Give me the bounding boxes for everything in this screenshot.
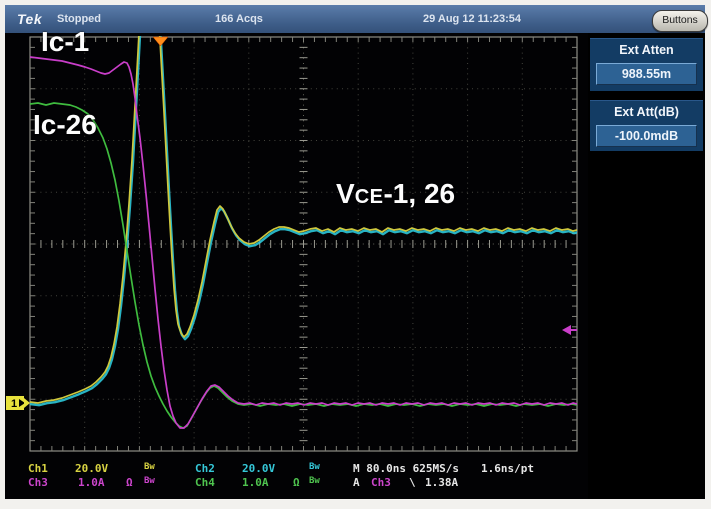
ch3-label: Ch3 [28, 476, 48, 489]
ext-att-db-menu-item[interactable]: Ext Att(dB) -100.0mdB [590, 100, 703, 151]
ch1-label: Ch1 [28, 462, 48, 475]
svg-text:1: 1 [11, 398, 17, 410]
trigger-slope-icon: \ [409, 476, 416, 489]
readout-bar: Ch1 20.0V Bw Ch2 20.0V Bw M 80.0ns 625MS… [5, 457, 588, 499]
waveform-display: 1 Ic-1 Ic-26 VCE-1, 26 Ch1 20.0V Bw Ch2 … [5, 26, 588, 499]
ch2-bw-badge: Bw [309, 462, 320, 472]
trigger-position-marker[interactable] [152, 36, 169, 47]
oscilloscope-screen: Tek Stopped 166 Acqs 29 Aug 12 11:23:54 … [5, 5, 708, 499]
ch2-scale: 20.0V [242, 462, 276, 475]
ch4-bw-badge: Bw [309, 476, 320, 486]
ch2-label: Ch2 [195, 462, 215, 475]
label-ic1: Ic-1 [41, 26, 90, 57]
ext-atten-menu-item[interactable]: Ext Atten 988.55m [590, 38, 703, 91]
ext-atten-label: Ext Atten [619, 43, 674, 57]
acquisition-count: 166 Acqs [215, 13, 263, 25]
datetime: 29 Aug 12 11:23:54 [423, 13, 522, 25]
buttons-button[interactable]: Buttons [652, 10, 708, 32]
title-bar: Tek Stopped 166 Acqs 29 Aug 12 11:23:54 [5, 5, 705, 33]
ch1-scale: 20.0V [75, 462, 109, 475]
graticule-grid [29, 36, 578, 452]
trigger-level-marker[interactable] [562, 325, 577, 335]
label-ic26: Ic-26 [33, 109, 97, 140]
ch3-scale: 1.0A [78, 476, 105, 489]
sample-resolution: 1.6ns/pt [481, 462, 534, 475]
timebase-readout: M 80.0ns 625MS/s [353, 462, 459, 475]
ch4-impedance-icon: Ω [293, 476, 300, 489]
side-menu-panel: Ext Atten 988.55m Ext Att(dB) -100.0mdB [588, 33, 705, 499]
ch3-impedance-icon: Ω [126, 476, 133, 489]
graticule-svg: 1 [6, 36, 578, 452]
trace-vce26-ch2 [30, 36, 577, 407]
trace-vce1-ch1 [30, 36, 577, 404]
ch4-label: Ch4 [195, 476, 215, 489]
trace-ic26-ch4 [30, 102, 577, 429]
ch3-bw-badge: Bw [144, 476, 155, 486]
acquisition-status: Stopped [57, 13, 101, 25]
trigger-level: 1.38A [425, 476, 459, 489]
label-vce-v: V [336, 178, 355, 209]
trigger-mode: A [353, 476, 360, 489]
ext-atten-value[interactable]: 988.55m [596, 63, 697, 85]
label-vce: VCE-1, 26 [336, 178, 455, 210]
ch1-position-marker[interactable]: 1 [6, 396, 30, 410]
ext-att-db-value[interactable]: -100.0mdB [596, 125, 697, 147]
ch1-bw-badge: Bw [144, 462, 155, 472]
tek-logo: Tek [17, 11, 43, 27]
label-vce-ce: CE [354, 186, 384, 208]
trigger-source: Ch3 [371, 476, 391, 489]
ext-att-db-label: Ext Att(dB) [614, 105, 679, 119]
ch4-scale: 1.0A [242, 476, 269, 489]
label-vce-rest: -1, 26 [383, 178, 456, 209]
trace-ic1-ch3 [30, 56, 577, 429]
